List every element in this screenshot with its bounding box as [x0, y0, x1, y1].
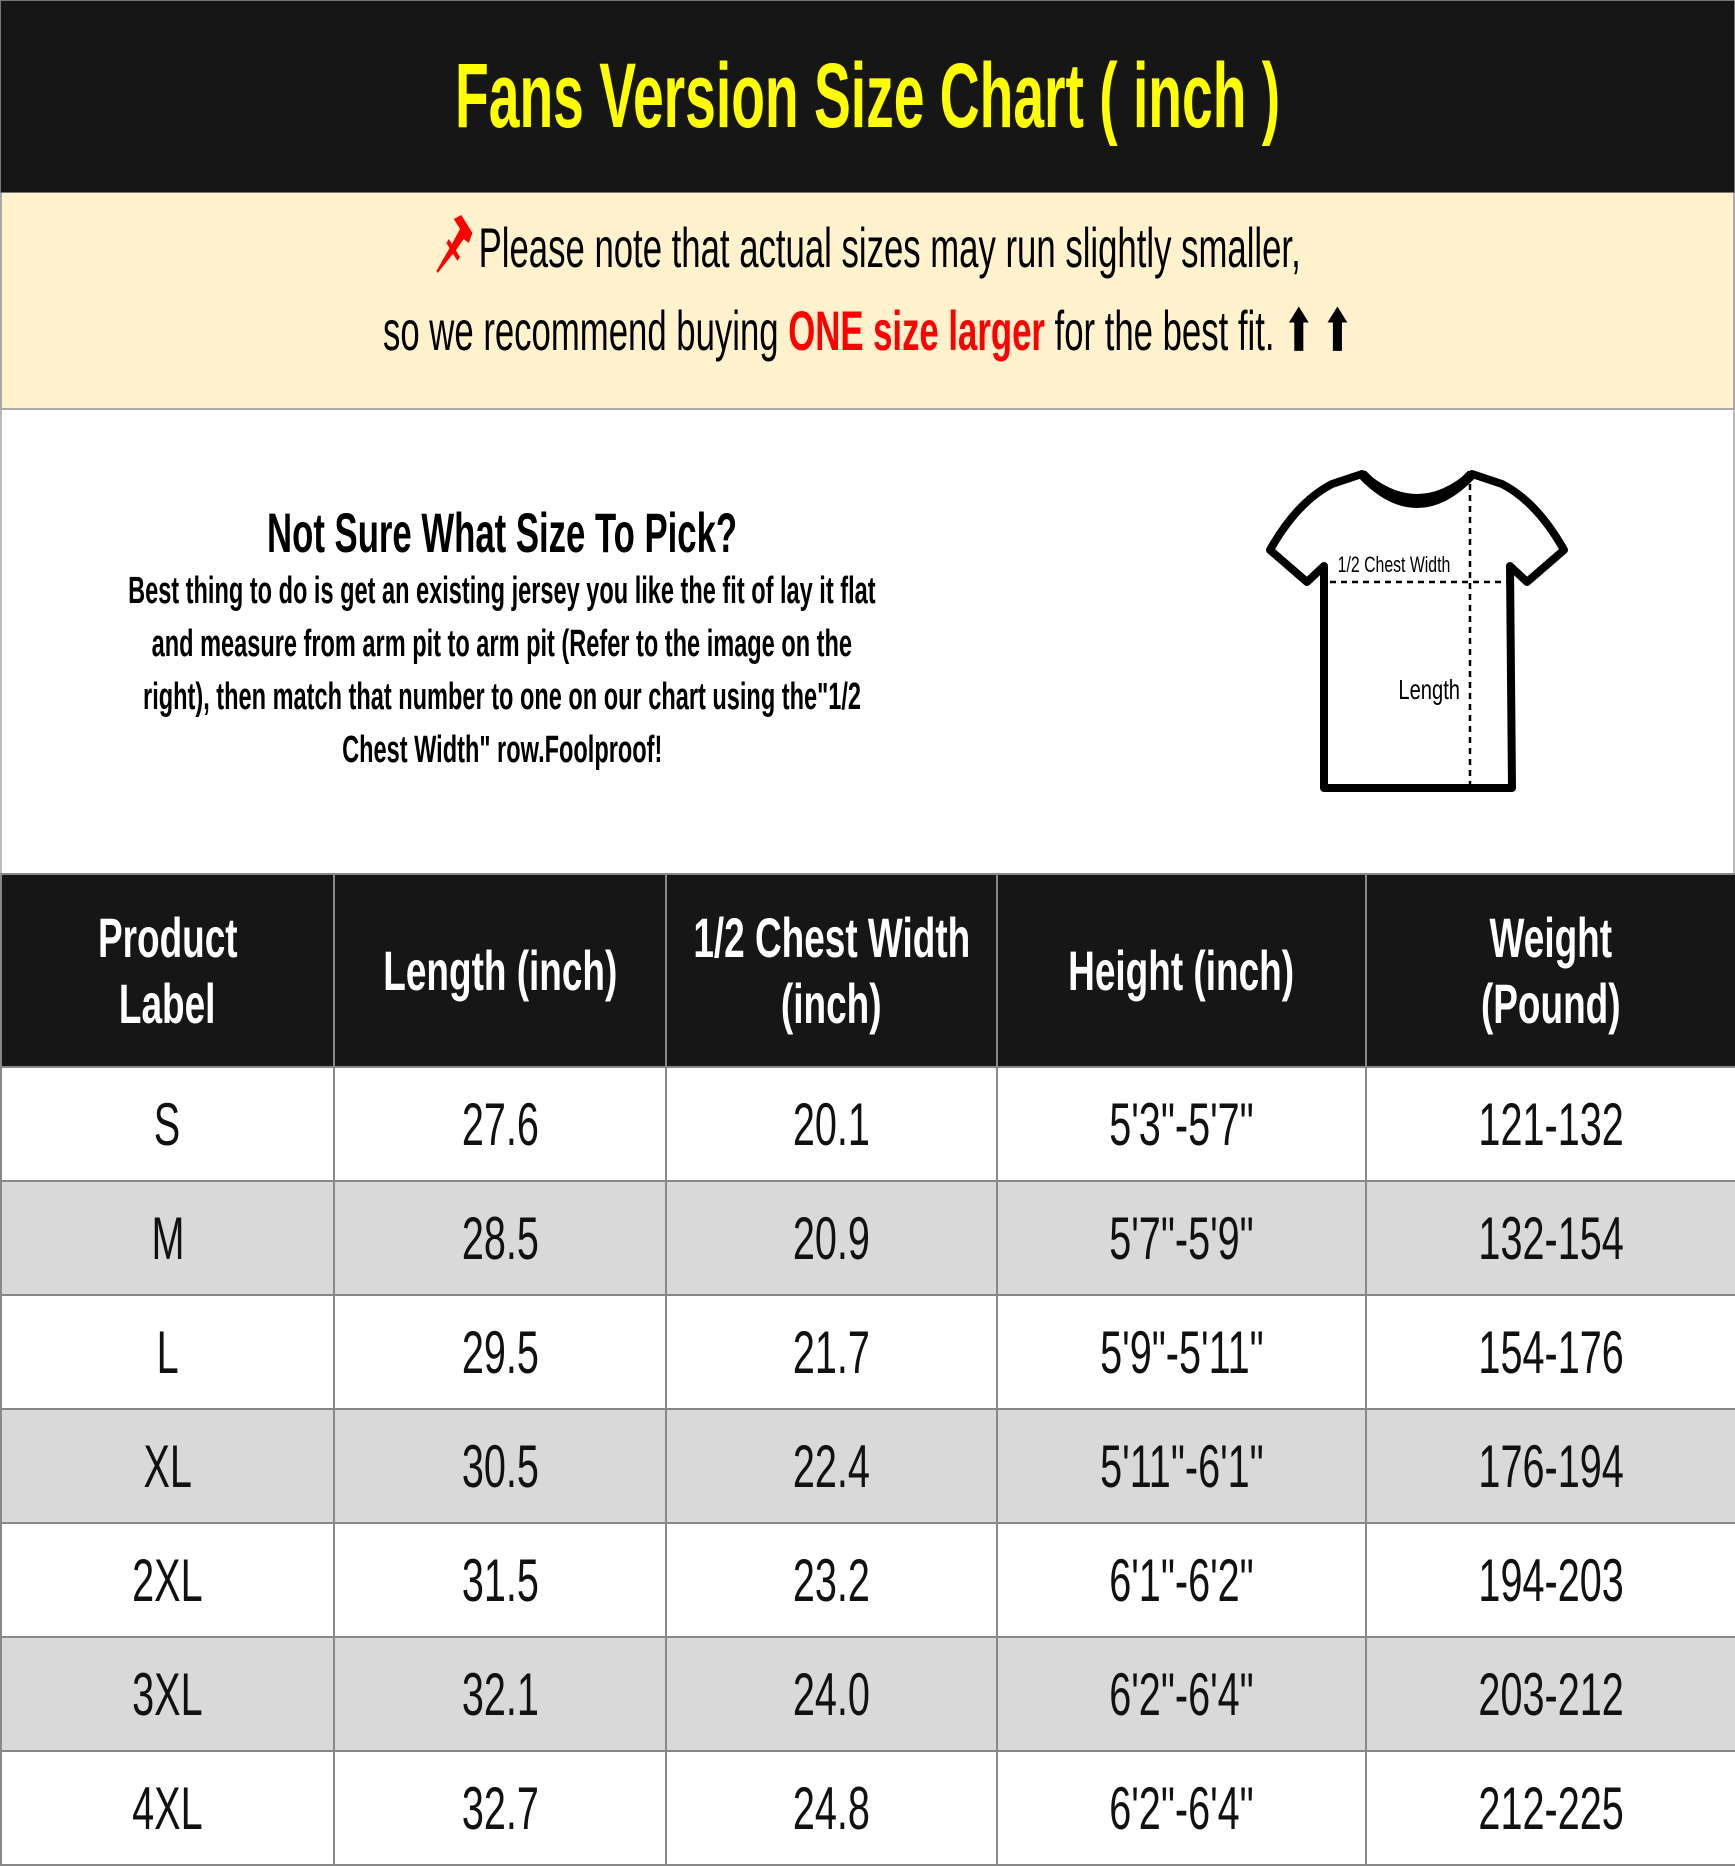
help-line: Chest Width" row.Foolproof! — [341, 729, 663, 771]
cell-weight: 212-225 — [1365, 1750, 1735, 1866]
cell-size: 3XL — [0, 1636, 335, 1752]
header-weight: Weight (Pound) — [1365, 873, 1735, 1068]
cell-chest-width: 20.9 — [665, 1180, 998, 1296]
help-heading: Not Sure What Size To Pick? — [266, 501, 738, 564]
cell-chest-width: 24.0 — [665, 1636, 998, 1752]
cell-size: XL — [0, 1408, 335, 1524]
size-help-text: Not Sure What Size To Pick? Best thing t… — [2, 500, 1002, 782]
cell-weight: 121-132 — [1365, 1066, 1735, 1182]
cell-length: 32.7 — [333, 1750, 667, 1866]
cell-chest-width: 24.8 — [665, 1750, 998, 1866]
table-row: S 27.6 20.1 5'3"-5'7" 121-132 — [0, 1066, 1735, 1182]
table-row: L 29.5 21.7 5'9"-5'11" 154-176 — [0, 1294, 1735, 1410]
table-row: M 28.5 20.9 5'7"-5'9" 132-154 — [0, 1180, 1735, 1296]
cell-height: 5'7"-5'9" — [996, 1180, 1367, 1296]
note-line-1: Please note that actual sizes may run sl… — [2, 215, 1733, 280]
note-line-2: so we recommend buying ONE size larger f… — [2, 298, 1733, 364]
up-arrows-icon: ⬆ ⬆ — [1284, 299, 1353, 362]
cell-height: 5'3"-5'7" — [996, 1066, 1367, 1182]
cell-chest-width: 20.1 — [665, 1066, 998, 1182]
help-line: Best thing to do is get an existing jers… — [128, 570, 876, 612]
tshirt-collar — [1358, 470, 1476, 508]
cell-chest-width: 21.7 — [665, 1294, 998, 1410]
size-help-section: Not Sure What Size To Pick? Best thing t… — [0, 410, 1735, 873]
cell-chest-width: 22.4 — [665, 1408, 998, 1524]
cell-height: 6'1"-6'2" — [996, 1522, 1367, 1638]
cell-height: 5'11"-6'1" — [996, 1408, 1367, 1524]
note-text-2b: for the best fit. — [1044, 299, 1285, 362]
header-product-label: Product Label — [0, 873, 335, 1068]
cell-height: 6'2"-6'4" — [996, 1636, 1367, 1752]
note-highlight: ONE size larger — [788, 299, 1045, 362]
size-note: Please note that actual sizes may run sl… — [0, 193, 1735, 410]
size-table: Product Label Length (inch) 1/2 Chest Wid… — [0, 873, 1735, 1866]
table-row: XL 30.5 22.4 5'11"-6'1" 176-194 — [0, 1408, 1735, 1524]
cell-size: 2XL — [0, 1522, 335, 1638]
cell-height: 5'9"-5'11" — [996, 1294, 1367, 1410]
cell-weight: 132-154 — [1365, 1180, 1735, 1296]
page-title: Fans Version Size Chart ( inch ) — [454, 45, 1281, 147]
title-banner: Fans Version Size Chart ( inch ) — [0, 0, 1735, 193]
header-length: Length (inch) — [333, 873, 667, 1068]
cell-length: 31.5 — [333, 1522, 667, 1638]
cell-length: 27.6 — [333, 1066, 667, 1182]
note-text-2a: so we recommend buying — [382, 299, 789, 362]
table-row: 2XL 31.5 23.2 6'1"-6'2" 194-203 — [0, 1522, 1735, 1638]
note-text-1: Please note that actual sizes may run sl… — [478, 216, 1301, 279]
cell-height: 6'2"-6'4" — [996, 1750, 1367, 1866]
header-chest-width: 1/2 Chest Width (inch) — [665, 873, 998, 1068]
cell-size: 4XL — [0, 1750, 335, 1866]
cell-length: 32.1 — [333, 1636, 667, 1752]
cell-weight: 176-194 — [1365, 1408, 1735, 1524]
cell-weight: 203-212 — [1365, 1636, 1735, 1752]
cell-size: S — [0, 1066, 335, 1182]
cell-length: 28.5 — [333, 1180, 667, 1296]
length-label: Length — [1398, 675, 1460, 706]
tshirt-outline — [1266, 470, 1568, 792]
table-row: 3XL 32.1 24.0 6'2"-6'4" 203-212 — [0, 1636, 1735, 1752]
cell-length: 29.5 — [333, 1294, 667, 1410]
pushpin-icon — [435, 215, 472, 273]
cell-weight: 194-203 — [1365, 1522, 1735, 1638]
cell-size: L — [0, 1294, 335, 1410]
chest-label: 1/2 Chest Width — [1338, 554, 1451, 578]
cell-chest-width: 23.2 — [665, 1522, 998, 1638]
table-row: 4XL 32.7 24.8 6'2"-6'4" 212-225 — [0, 1750, 1735, 1866]
cell-weight: 154-176 — [1365, 1294, 1735, 1410]
cell-length: 30.5 — [333, 1408, 667, 1524]
help-line: and measure from arm pit to arm pit (Ref… — [151, 623, 853, 665]
header-height: Height (inch) — [996, 873, 1367, 1068]
table-header-row: Product Label Length (inch) 1/2 Chest Wid… — [0, 873, 1735, 1068]
cell-size: M — [0, 1180, 335, 1296]
tshirt-measurement-diagram: 1/2 Chest Width Length — [1266, 470, 1568, 792]
help-line: right), then match that number to one on… — [143, 676, 861, 718]
